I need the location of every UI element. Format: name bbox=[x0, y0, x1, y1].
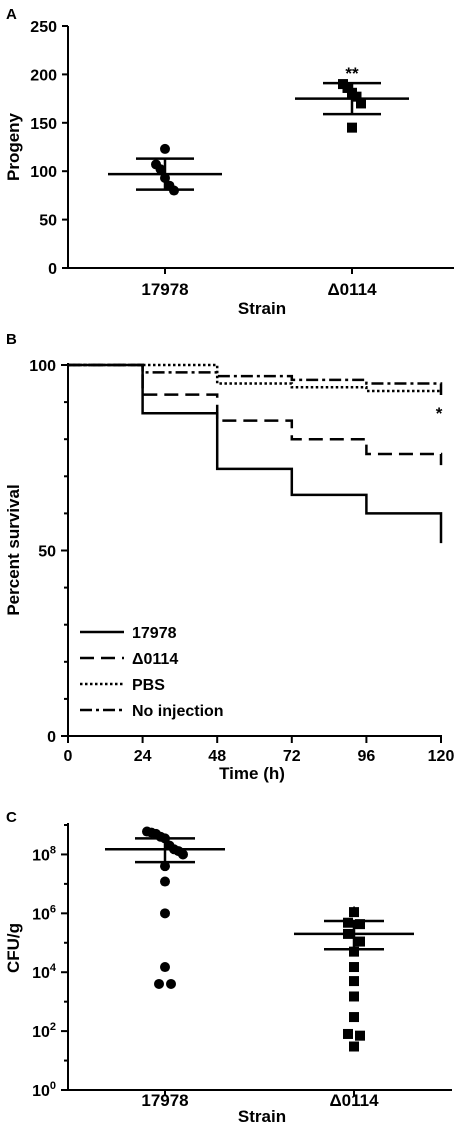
panel-c-point bbox=[166, 978, 176, 989]
panel-b-y-ticks: 0 50 100 bbox=[29, 358, 68, 746]
panel-c-point bbox=[160, 861, 170, 872]
panel-c-point bbox=[349, 991, 359, 1002]
panel-a-y-tick-label: 200 bbox=[30, 67, 57, 84]
panel-a-y-tick-label: 0 bbox=[48, 261, 57, 278]
panel-b-y-title: Percent survival bbox=[4, 484, 23, 615]
panel-c-significance: * bbox=[351, 903, 358, 922]
panel-b-x-tick-label: 0 bbox=[64, 748, 73, 765]
panel-b-curve bbox=[68, 363, 443, 544]
panel-b-x-tick-label: 48 bbox=[208, 748, 226, 765]
panel-b-x-tick-label: 72 bbox=[283, 748, 301, 765]
panel-a-y-tick-label: 100 bbox=[30, 164, 57, 181]
panel-c: C 100 102 104 106 108 17978 Δ0114 CFU/g Strai… bbox=[4, 809, 452, 1126]
panel-c-point bbox=[349, 962, 359, 973]
panel-c-point bbox=[343, 917, 353, 928]
panel-b-curves bbox=[68, 363, 443, 544]
panel-b-x-tick-label: 96 bbox=[358, 748, 376, 765]
panel-a-x-title: Strain bbox=[238, 299, 286, 318]
panel-a-y-ticks: 0 50 100 150 200 250 bbox=[30, 19, 68, 278]
panel-c-y-title: CFU/g bbox=[4, 923, 23, 973]
panel-b-y-tick-label: 50 bbox=[38, 544, 56, 561]
panel-a-point bbox=[160, 143, 170, 154]
panel-c-point bbox=[355, 919, 365, 930]
panel-b-curve bbox=[68, 363, 443, 466]
panel-c-x-title: Strain bbox=[238, 1107, 286, 1126]
panel-a-significance: ** bbox=[345, 64, 359, 83]
panel-a-x-ticks: 17978 Δ0114 bbox=[141, 268, 377, 299]
panel-c-point bbox=[349, 907, 359, 918]
panel-b-legend-label: 17978 bbox=[132, 625, 177, 642]
panel-a-letter: A bbox=[6, 6, 17, 23]
panel-c-error-bars bbox=[105, 837, 414, 951]
panel-b-x-tick-label: 24 bbox=[134, 748, 152, 765]
panel-a-points bbox=[151, 79, 366, 196]
panel-a-point bbox=[155, 164, 166, 175]
panel-c-point bbox=[355, 1030, 365, 1041]
panel-b: B 0 50 100 0 24 48 72 96 120 17978 Δ0114 PBS No in… bbox=[4, 331, 454, 783]
panel-c-point bbox=[178, 849, 188, 860]
panel-b-legend: 17978 Δ0114 PBS No injection bbox=[80, 625, 224, 720]
panel-a-x-tick-label: Δ0114 bbox=[327, 280, 377, 299]
panel-a-point bbox=[351, 91, 362, 102]
panel-b-legend-label: Δ0114 bbox=[132, 651, 178, 668]
panel-a-y-tick-label: 50 bbox=[39, 213, 57, 230]
panel-b-legend-label: No injection bbox=[132, 703, 224, 720]
panel-a-x-tick-label: 17978 bbox=[141, 280, 188, 299]
panel-c-point bbox=[343, 1028, 353, 1039]
panel-c-y-tick-label: 106 bbox=[32, 903, 56, 923]
panel-c-point bbox=[160, 876, 170, 887]
panel-b-curve bbox=[68, 363, 441, 393]
panel-c-y-ticks: 100 102 104 106 108 bbox=[32, 824, 68, 1100]
panel-b-x-title: Time (h) bbox=[219, 764, 285, 783]
panel-c-point bbox=[160, 908, 170, 919]
panel-a: A 0 50 100 150 200 250 17978 Δ0114 Progeny Str… bbox=[4, 6, 454, 318]
panel-b-legend-label: PBS bbox=[132, 677, 165, 694]
panel-c-letter: C bbox=[6, 809, 17, 826]
panel-c-y-tick-label: 108 bbox=[32, 844, 56, 864]
panel-c-point bbox=[355, 936, 365, 947]
panel-a-point bbox=[356, 98, 366, 109]
panel-c-x-ticks: 17978 Δ0114 bbox=[141, 1090, 379, 1110]
panel-c-y-tick-label: 104 bbox=[32, 962, 57, 982]
panel-c-point bbox=[349, 1041, 359, 1052]
panel-a-error-bars bbox=[108, 81, 409, 191]
panel-b-significance: * bbox=[436, 404, 443, 423]
panel-a-y-tick-label: 250 bbox=[30, 19, 57, 36]
panel-a-point bbox=[347, 122, 357, 133]
panel-b-curve bbox=[68, 363, 443, 399]
panel-c-y-tick-label: 102 bbox=[32, 1021, 56, 1041]
panel-c-point bbox=[160, 962, 170, 973]
panel-a-y-title: Progeny bbox=[4, 112, 23, 181]
panel-c-points bbox=[142, 826, 365, 1052]
panel-a-y-tick-label: 150 bbox=[30, 116, 57, 133]
panel-b-x-tick-label: 120 bbox=[428, 748, 455, 765]
panel-b-x-ticks: 0 24 48 72 96 120 bbox=[64, 736, 455, 765]
panel-c-point bbox=[349, 976, 359, 987]
panel-b-y-tick-label: 100 bbox=[29, 358, 56, 375]
panel-b-y-tick-label: 0 bbox=[47, 729, 56, 746]
panel-c-point bbox=[349, 1012, 359, 1023]
panel-c-x-tick-label: 17978 bbox=[141, 1091, 188, 1110]
panel-b-letter: B bbox=[6, 331, 17, 348]
panel-c-point bbox=[154, 978, 164, 989]
panel-c-point bbox=[349, 946, 359, 957]
panel-c-x-tick-label: Δ0114 bbox=[329, 1091, 379, 1110]
panel-c-y-tick-label: 100 bbox=[32, 1080, 56, 1100]
